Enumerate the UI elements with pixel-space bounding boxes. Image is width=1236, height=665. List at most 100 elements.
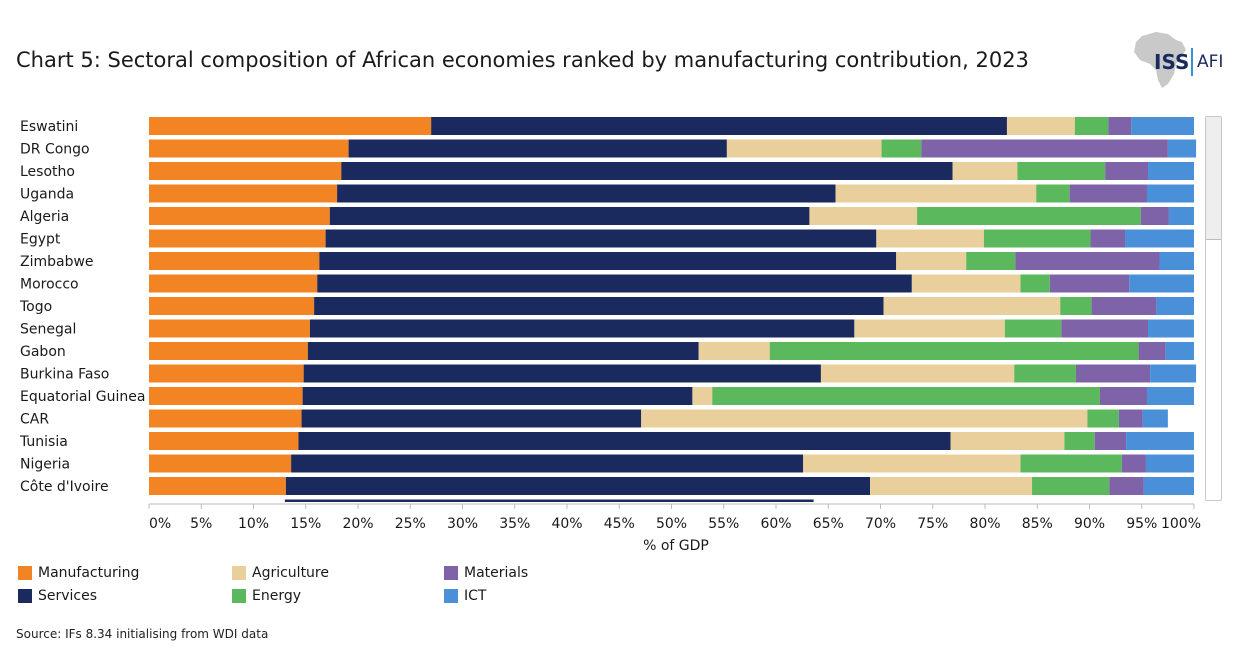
bar-ict[interactable] bbox=[1150, 364, 1197, 383]
bar-services[interactable] bbox=[302, 387, 693, 405]
bar-materials[interactable] bbox=[1090, 229, 1126, 248]
bar-energy[interactable] bbox=[966, 252, 1016, 270]
bar-manufacturing[interactable] bbox=[149, 207, 330, 225]
bar-materials[interactable] bbox=[1061, 319, 1149, 338]
bar-manufacturing[interactable] bbox=[149, 162, 342, 180]
bar-services[interactable] bbox=[329, 207, 810, 225]
bar-materials[interactable] bbox=[1138, 342, 1166, 360]
bar-agriculture[interactable] bbox=[692, 387, 713, 405]
bar-materials[interactable] bbox=[1075, 364, 1151, 383]
bar-energy[interactable] bbox=[1036, 184, 1070, 203]
bar-manufacturing[interactable] bbox=[149, 409, 302, 428]
bar-ict[interactable] bbox=[1148, 319, 1194, 338]
bar-materials[interactable] bbox=[1118, 409, 1143, 428]
bar-manufacturing[interactable] bbox=[149, 342, 308, 360]
bar-manufacturing[interactable] bbox=[149, 477, 286, 495]
bar-agriculture[interactable] bbox=[876, 229, 984, 248]
bar-energy[interactable] bbox=[769, 342, 1139, 360]
bar-energy[interactable] bbox=[1074, 117, 1109, 135]
bar-manufacturing[interactable] bbox=[149, 252, 320, 270]
bar-manufacturing[interactable] bbox=[149, 319, 310, 338]
bar-agriculture[interactable] bbox=[950, 432, 1065, 450]
legend-item-materials[interactable]: Materials bbox=[444, 565, 528, 581]
bar-agriculture[interactable] bbox=[726, 139, 882, 158]
bar-materials[interactable] bbox=[1105, 162, 1149, 180]
bar-materials[interactable] bbox=[1069, 184, 1147, 203]
bar-energy[interactable] bbox=[1020, 454, 1122, 473]
bar-agriculture[interactable] bbox=[911, 274, 1021, 293]
bar-materials[interactable] bbox=[1049, 274, 1130, 293]
bar-services[interactable] bbox=[303, 364, 821, 383]
bar-energy[interactable] bbox=[1017, 162, 1106, 180]
bar-ict[interactable] bbox=[1125, 229, 1194, 248]
bar-services[interactable] bbox=[341, 162, 953, 180]
bar-services[interactable] bbox=[317, 274, 912, 293]
bar-ict[interactable] bbox=[1146, 184, 1194, 203]
bar-agriculture[interactable] bbox=[870, 477, 1033, 495]
bar-agriculture[interactable] bbox=[698, 342, 770, 360]
bar-manufacturing[interactable] bbox=[149, 274, 318, 293]
bar-services[interactable] bbox=[348, 139, 727, 158]
bar-energy[interactable] bbox=[1060, 297, 1092, 315]
bar-services[interactable] bbox=[325, 229, 877, 248]
bar-services[interactable] bbox=[285, 477, 871, 495]
bar-agriculture[interactable] bbox=[896, 252, 967, 270]
bar-manufacturing[interactable] bbox=[149, 297, 315, 315]
bar-services[interactable] bbox=[298, 432, 951, 450]
legend-item-agriculture[interactable]: Agriculture bbox=[232, 565, 329, 581]
bar-materials[interactable] bbox=[1094, 432, 1127, 450]
bar-energy[interactable] bbox=[1087, 409, 1119, 428]
bar-manufacturing[interactable] bbox=[149, 139, 349, 158]
bar-ict[interactable] bbox=[1142, 409, 1168, 428]
bar-ict[interactable] bbox=[1143, 477, 1194, 495]
legend-item-ict[interactable]: ICT bbox=[444, 588, 486, 604]
bar-energy[interactable] bbox=[917, 207, 1141, 225]
bar-ict[interactable] bbox=[1131, 117, 1194, 135]
bar-manufacturing[interactable] bbox=[149, 184, 338, 203]
bar-energy[interactable] bbox=[1014, 364, 1076, 383]
bar-ict[interactable] bbox=[1129, 274, 1194, 293]
chart-scrollbar[interactable] bbox=[1205, 116, 1222, 501]
bar-energy[interactable] bbox=[1020, 274, 1050, 293]
bar-services[interactable] bbox=[314, 297, 884, 315]
bar-agriculture[interactable] bbox=[854, 319, 1005, 338]
bar-energy[interactable] bbox=[983, 229, 1091, 248]
bar-services[interactable] bbox=[431, 117, 1007, 135]
bar-ict[interactable] bbox=[1159, 252, 1194, 270]
bar-manufacturing[interactable] bbox=[149, 364, 304, 383]
bar-agriculture[interactable] bbox=[641, 409, 1088, 428]
bar-energy[interactable] bbox=[712, 387, 1100, 405]
bar-materials[interactable] bbox=[1109, 477, 1144, 495]
bar-ict[interactable] bbox=[1148, 162, 1194, 180]
bar-services[interactable] bbox=[319, 252, 897, 270]
bar-materials[interactable] bbox=[1108, 117, 1132, 135]
bar-manufacturing[interactable] bbox=[149, 432, 299, 450]
bar-materials[interactable] bbox=[1121, 454, 1146, 473]
bar-materials[interactable] bbox=[1091, 297, 1157, 315]
bar-materials[interactable] bbox=[1099, 387, 1147, 405]
bar-agriculture[interactable] bbox=[835, 184, 1037, 203]
bar-materials[interactable] bbox=[1140, 207, 1169, 225]
bar-energy[interactable] bbox=[1004, 319, 1062, 338]
bar-ict[interactable] bbox=[1145, 454, 1194, 473]
legend-item-energy[interactable]: Energy bbox=[232, 588, 301, 604]
bar-energy[interactable] bbox=[1064, 432, 1095, 450]
bar-services[interactable] bbox=[309, 319, 855, 338]
bar-ict[interactable] bbox=[1165, 342, 1194, 360]
bar-ict[interactable] bbox=[1126, 432, 1194, 450]
bar-agriculture[interactable] bbox=[1006, 117, 1075, 135]
bar-ict[interactable] bbox=[1156, 297, 1194, 315]
bar-manufacturing[interactable] bbox=[149, 117, 432, 135]
bar-agriculture[interactable] bbox=[803, 454, 1021, 473]
bar-agriculture[interactable] bbox=[952, 162, 1018, 180]
scrollbar-thumb[interactable] bbox=[1206, 117, 1221, 240]
bar-manufacturing[interactable] bbox=[149, 229, 326, 248]
bar-materials[interactable] bbox=[921, 139, 1168, 158]
bar-services[interactable] bbox=[301, 409, 642, 428]
bar-manufacturing[interactable] bbox=[149, 454, 292, 473]
bar-ict[interactable] bbox=[1146, 387, 1194, 405]
legend-item-services[interactable]: Services bbox=[18, 588, 97, 604]
bar-agriculture[interactable] bbox=[883, 297, 1061, 315]
bar-manufacturing[interactable] bbox=[149, 387, 303, 405]
bar-services[interactable] bbox=[337, 184, 836, 203]
